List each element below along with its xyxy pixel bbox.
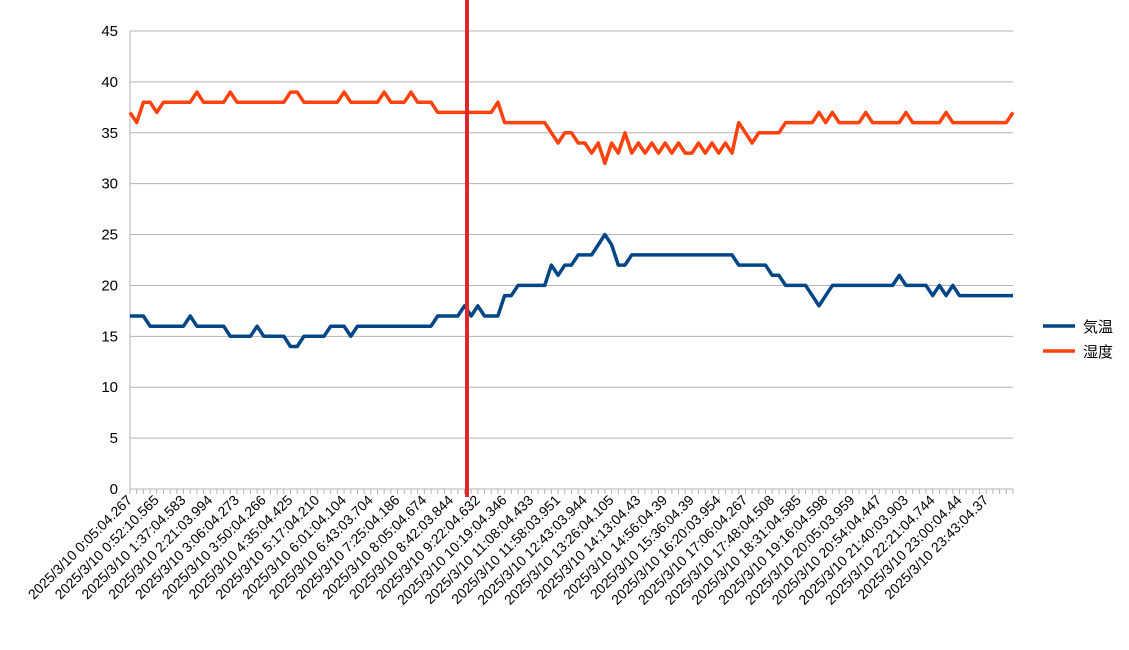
y-tick-label: 35 (101, 125, 118, 142)
y-tick-label: 15 (101, 328, 118, 345)
y-tick-label: 5 (110, 430, 118, 447)
y-tick-label: 40 (101, 74, 118, 91)
y-tick-label: 45 (101, 23, 118, 40)
y-tick-label: 20 (101, 277, 118, 294)
series-line (130, 232, 1013, 349)
legend-label: 湿度 (1083, 344, 1113, 361)
y-tick-label: 10 (101, 379, 118, 396)
y-tick-label: 0 (110, 481, 118, 498)
series-line (128, 90, 1015, 166)
legend-label: 気温 (1083, 319, 1113, 336)
y-tick-label: 30 (101, 176, 118, 193)
y-tick-label: 25 (101, 227, 118, 244)
